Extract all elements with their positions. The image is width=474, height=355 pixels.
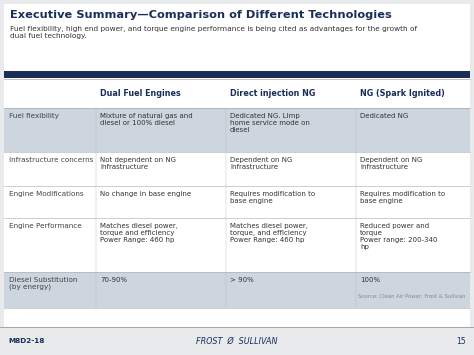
- Bar: [4, 186, 470, 218]
- Text: 15: 15: [456, 337, 466, 345]
- Text: 70-90%: 70-90%: [100, 277, 127, 283]
- Text: Fuel flexibility: Fuel flexibility: [9, 113, 59, 119]
- Text: Dependent on NG
infrastructure: Dependent on NG infrastructure: [230, 157, 292, 170]
- Text: Mixture of natural gas and
diesel or 100% diesel: Mixture of natural gas and diesel or 100…: [100, 113, 192, 126]
- Text: Not dependent on NG
Infrastructure: Not dependent on NG Infrastructure: [100, 157, 176, 170]
- Text: FROST  Ø  SULLIVAN: FROST Ø SULLIVAN: [196, 337, 278, 345]
- Text: Executive Summary—Comparison of Different Technologies: Executive Summary—Comparison of Differen…: [10, 10, 392, 20]
- Text: Engine Performance: Engine Performance: [9, 223, 82, 229]
- Text: Diesel Substitution
(by energy): Diesel Substitution (by energy): [9, 277, 77, 290]
- Text: NG (Spark Ignited): NG (Spark Ignited): [360, 89, 445, 98]
- Text: Requires modification to
base engine: Requires modification to base engine: [230, 191, 315, 204]
- Bar: [0, 327, 474, 355]
- Text: Infrastructure concerns: Infrastructure concerns: [9, 157, 93, 163]
- Text: Matches diesel power,
torque, and efficiency
Power Range: 460 hp: Matches diesel power, torque, and effici…: [230, 223, 308, 243]
- Bar: [4, 108, 470, 152]
- Text: No change in base engine: No change in base engine: [100, 191, 191, 197]
- Text: Matches diesel power,
torque and efficiency
Power Range: 460 hp: Matches diesel power, torque and efficie…: [100, 223, 178, 243]
- Text: Reduced power and
torque
Power range: 200-340
hp: Reduced power and torque Power range: 20…: [360, 223, 438, 250]
- Text: Dedicated NG: Dedicated NG: [360, 113, 408, 119]
- Text: Dependent on NG
infrastructure: Dependent on NG infrastructure: [360, 157, 422, 170]
- Text: > 90%: > 90%: [230, 277, 254, 283]
- Bar: [4, 272, 470, 308]
- Text: 100%: 100%: [360, 277, 380, 283]
- Text: Dedicated NG. Limp
home service mode on
diesel: Dedicated NG. Limp home service mode on …: [230, 113, 310, 133]
- Text: Direct injection NG: Direct injection NG: [230, 89, 315, 98]
- Text: Fuel flexibility, high end power, and torque engine performance is being cited a: Fuel flexibility, high end power, and to…: [10, 26, 417, 39]
- Text: Dual Fuel Engines: Dual Fuel Engines: [100, 89, 181, 98]
- Bar: [4, 71, 470, 78]
- Text: M8D2-18: M8D2-18: [8, 338, 45, 344]
- Bar: [4, 218, 470, 272]
- Text: Requires modification to
base engine: Requires modification to base engine: [360, 191, 445, 204]
- Bar: [4, 152, 470, 186]
- Text: Source: Clean Air Power; Frost & Sullivan: Source: Clean Air Power; Frost & Sulliva…: [358, 294, 466, 299]
- Text: Engine Modifications: Engine Modifications: [9, 191, 83, 197]
